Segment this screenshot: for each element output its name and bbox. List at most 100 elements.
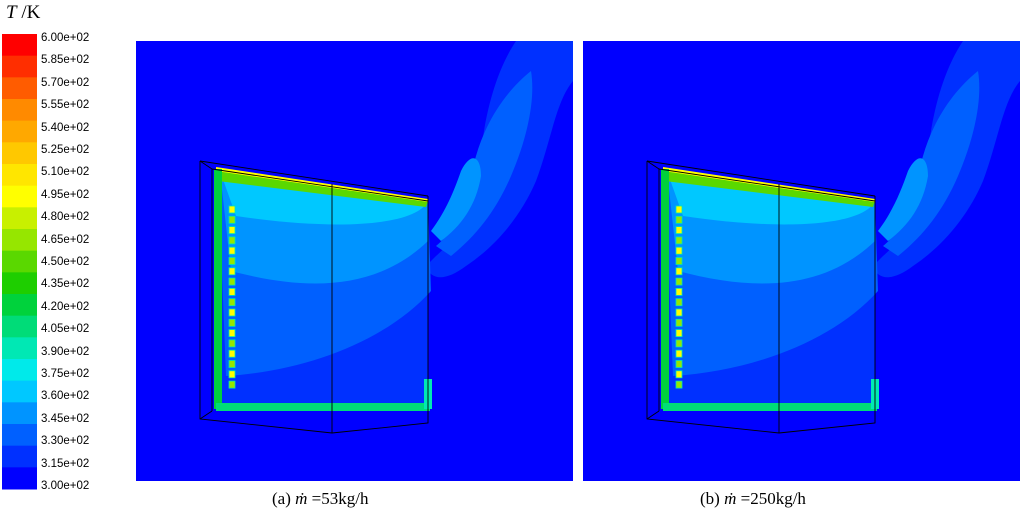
- wireframe-edge: [199, 160, 429, 197]
- colorbar-tick-label: 4.20e+02: [41, 300, 90, 313]
- heater-element: [675, 308, 683, 317]
- plume-mid: [436, 71, 533, 256]
- heater-element: [228, 380, 236, 389]
- colorbar-unit: K: [26, 2, 41, 23]
- wireframe-edge: [646, 160, 660, 170]
- colorbar-tick-label: 4.05e+02: [41, 323, 90, 336]
- wireframe-edge: [646, 160, 876, 197]
- wireframe-edge: [646, 410, 660, 420]
- colorbar-swatch: [2, 402, 37, 425]
- colorbar-tick-label: 5.40e+02: [41, 121, 90, 134]
- heater-element: [675, 226, 683, 235]
- heater-element: [228, 349, 236, 358]
- colorbar-swatch: [2, 294, 37, 317]
- heater-element: [675, 287, 683, 296]
- colorbar-tick-label: 5.10e+02: [41, 166, 90, 179]
- contour-panel-a: [136, 41, 573, 481]
- plume-inner: [431, 158, 481, 241]
- colorbar-tick-label: 3.15e+02: [41, 457, 90, 470]
- heater-element: [675, 236, 683, 245]
- colorbar-swatch: [2, 445, 37, 468]
- hot-bottom: [216, 403, 430, 411]
- heater-element: [228, 277, 236, 286]
- colorbar-swatch: [2, 142, 37, 165]
- colorbar-tick-label: 6.00e+02: [41, 32, 90, 44]
- colorbar-tick-label: 3.75e+02: [41, 368, 90, 380]
- colorbar-swatch: [2, 185, 37, 208]
- wireframe-edge: [211, 168, 429, 202]
- heater-element: [228, 298, 236, 307]
- heater-element: [675, 257, 683, 265]
- hot-left-wall: [661, 169, 669, 409]
- heater-element: [675, 339, 683, 348]
- caption-b-label: (b): [700, 489, 720, 508]
- colorbar-swatch: [2, 55, 37, 78]
- heater-element: [675, 318, 683, 327]
- colorbar-swatch: [2, 77, 37, 100]
- heater-element: [675, 267, 683, 276]
- heater-element: [228, 246, 236, 255]
- colorbar-tick-label: 3.90e+02: [41, 345, 90, 358]
- heater-element: [228, 360, 236, 368]
- colorbar-tick-label: 4.80e+02: [41, 211, 90, 224]
- heater-element: [228, 287, 236, 296]
- contour-plot: [583, 41, 1020, 481]
- wireframe-edge: [199, 410, 213, 420]
- heater-element: [675, 205, 683, 214]
- caption-a-label: (a): [272, 489, 291, 508]
- heater-element: [228, 226, 236, 235]
- caption-b-symbol: ṁ: [724, 489, 737, 508]
- contour-plot: [136, 41, 573, 481]
- caption-a-value: =53kg/h: [307, 489, 369, 508]
- colorbar-tick-label: 5.85e+02: [41, 54, 90, 67]
- caption-a-symbol: ṁ: [295, 489, 308, 508]
- colorbar-swatch: [2, 207, 37, 230]
- contour-panel-b: [583, 41, 1020, 481]
- colorbar-swatch: [2, 359, 37, 382]
- colorbar-title: T /K: [6, 2, 41, 23]
- heater-element: [675, 370, 683, 379]
- colorbar-tick-label: 3.30e+02: [41, 435, 90, 448]
- heater-element: [228, 339, 236, 348]
- colorbar-swatch: [2, 337, 37, 360]
- colorbar-tick-label: 4.65e+02: [41, 233, 90, 246]
- plume-inner: [878, 158, 928, 241]
- colorbar-swatch: [2, 315, 37, 338]
- colorbar-tick-label: 5.70e+02: [41, 76, 90, 89]
- colorbar-tick-label: 4.35e+02: [41, 278, 90, 291]
- heater-element: [228, 308, 236, 317]
- colorbar-swatch: [2, 250, 37, 273]
- colorbar-tick-label: 3.45e+02: [41, 412, 90, 425]
- heater-element: [675, 380, 683, 389]
- colorbar-variable: T: [6, 2, 17, 23]
- heater-element: [228, 370, 236, 379]
- hot-bottom: [663, 403, 877, 411]
- heater-element: [228, 257, 236, 265]
- colorbar-swatch: [2, 467, 37, 490]
- heater-element: [675, 215, 683, 224]
- colorbar-tick-label: 4.50e+02: [41, 256, 90, 268]
- caption-b-value: =250kg/h: [736, 489, 806, 508]
- wireframe-edge: [778, 196, 876, 434]
- colorbar-swatch: [2, 164, 37, 187]
- heater-element: [675, 329, 683, 338]
- wireframe-edge: [331, 196, 429, 434]
- plume-mid: [883, 71, 980, 256]
- colorbar-swatch: [2, 120, 37, 143]
- colorbar-swatch: [2, 272, 37, 295]
- heater-element: [675, 360, 683, 368]
- heater-element: [228, 267, 236, 276]
- colorbar-tick-label: 5.25e+02: [41, 144, 90, 156]
- colorbar-swatch: [2, 34, 37, 57]
- heater-element: [228, 215, 236, 224]
- colorbar: [2, 34, 37, 490]
- colorbar-tick-label: 3.60e+02: [41, 390, 90, 403]
- colorbar-swatch: [2, 99, 37, 122]
- colorbar-tick-label: 4.95e+02: [41, 188, 90, 201]
- colorbar-tick-label: 3.00e+02: [41, 480, 90, 492]
- hot-left-wall: [214, 169, 222, 409]
- heater-element: [228, 329, 236, 338]
- colorbar-swatch: [2, 380, 37, 403]
- wireframe-edge: [646, 161, 780, 434]
- heater-element: [675, 349, 683, 358]
